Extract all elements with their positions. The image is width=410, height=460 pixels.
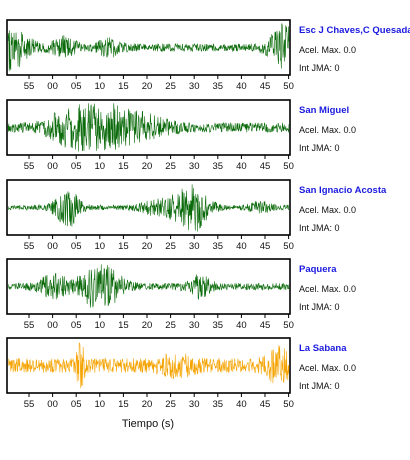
x-tick-label: 10 xyxy=(95,161,106,172)
x-tick-label: 50 xyxy=(283,399,294,410)
station-name: Esc J Chaves,C Quesada xyxy=(299,25,410,36)
x-tick-label: 10 xyxy=(95,399,106,410)
x-tick-label: 15 xyxy=(118,320,129,331)
x-tick-label: 45 xyxy=(260,320,271,331)
x-tick-label: 05 xyxy=(71,161,82,172)
max-accel-readout: Acel. Max. 0.0 xyxy=(299,284,356,294)
x-tick-label: 35 xyxy=(213,320,224,331)
x-tick-label: 30 xyxy=(189,320,200,331)
x-tick-label: 40 xyxy=(236,320,247,331)
x-axis-label: Tiempo (s) xyxy=(122,418,174,430)
station-name: San Miguel xyxy=(299,105,349,116)
x-tick-label: 00 xyxy=(47,161,58,172)
x-tick-label: 40 xyxy=(236,241,247,252)
x-tick-label: 50 xyxy=(283,241,294,252)
waveform-trace xyxy=(7,342,290,389)
x-tick-label: 55 xyxy=(24,241,35,252)
x-tick-label: 40 xyxy=(236,399,247,410)
trace-frame xyxy=(6,99,291,156)
max-accel-readout: Acel. Max. 0.0 xyxy=(299,125,356,135)
x-tick-label: 40 xyxy=(236,161,247,172)
x-tick-label: 10 xyxy=(95,81,106,92)
max-accel-readout: Acel. Max. 0.0 xyxy=(299,205,356,215)
max-accel-readout: Acel. Max. 0.0 xyxy=(299,45,356,55)
x-tick-label: 20 xyxy=(142,241,153,252)
trace-frame xyxy=(6,337,291,394)
x-tick-label: 15 xyxy=(118,399,129,410)
station-name: La Sabana xyxy=(299,343,347,354)
jma-intensity-readout: Int JMA: 0 xyxy=(299,223,340,233)
x-tick-label: 45 xyxy=(260,241,271,252)
station-panel-2: 55 00 05 10 15 20 25 30 35 40 45 50 San Ignacio Acos… xyxy=(6,179,387,252)
station-panel-3: 55 00 05 10 15 20 25 30 35 40 45 50 Paquera Acel. Max… xyxy=(6,258,356,331)
x-tick-label: 30 xyxy=(189,81,200,92)
x-tick-label: 25 xyxy=(165,81,176,92)
x-tick-label: 55 xyxy=(24,320,35,331)
x-tick-label: 00 xyxy=(47,81,58,92)
x-tick-label: 00 xyxy=(47,399,58,410)
x-tick-label: 30 xyxy=(189,161,200,172)
x-tick-label: 25 xyxy=(165,241,176,252)
jma-intensity-readout: Int JMA: 0 xyxy=(299,143,340,153)
waveform-trace xyxy=(7,184,290,232)
x-tick-label: 20 xyxy=(142,161,153,172)
x-tick-label: 15 xyxy=(118,241,129,252)
x-tick-label: 15 xyxy=(118,81,129,92)
x-tick-label: 55 xyxy=(24,81,35,92)
x-tick-label: 25 xyxy=(165,320,176,331)
x-tick-label: 55 xyxy=(24,161,35,172)
trace-frame xyxy=(6,19,291,76)
x-tick-label: 10 xyxy=(95,241,106,252)
station-panel-0: 55 00 05 10 15 20 25 30 35 40 45 50 Esc J Chaves,C Q… xyxy=(6,19,410,92)
waveform-trace xyxy=(7,23,290,72)
x-tick-label: 00 xyxy=(47,241,58,252)
x-tick-label: 25 xyxy=(165,399,176,410)
jma-intensity-readout: Int JMA: 0 xyxy=(299,302,340,312)
station-panel-1: 55 00 05 10 15 20 25 30 35 40 45 50 San Miguel Acel. … xyxy=(6,99,356,172)
jma-intensity-readout: Int JMA: 0 xyxy=(299,63,340,73)
x-tick-label: 35 xyxy=(213,399,224,410)
x-tick-label: 35 xyxy=(213,161,224,172)
station-name: San Ignacio Acosta xyxy=(299,185,387,196)
x-tick-label: 55 xyxy=(24,399,35,410)
x-tick-label: 10 xyxy=(95,320,106,331)
waveform-trace xyxy=(7,103,290,152)
x-tick-label: 30 xyxy=(189,241,200,252)
x-tick-label: 45 xyxy=(260,161,271,172)
station-panel-4: 55 00 05 10 15 20 25 30 35 40 45 50 La Sabana Acel. M… xyxy=(6,337,356,410)
x-tick-label: 20 xyxy=(142,399,153,410)
x-tick-label: 20 xyxy=(142,320,153,331)
x-tick-label: 50 xyxy=(283,320,294,331)
x-tick-label: 30 xyxy=(189,399,200,410)
waveform-trace xyxy=(7,264,290,308)
max-accel-readout: Acel. Max. 0.0 xyxy=(299,363,356,373)
x-tick-label: 45 xyxy=(260,81,271,92)
trace-frame xyxy=(6,258,291,315)
jma-intensity-readout: Int JMA: 0 xyxy=(299,381,340,391)
x-tick-label: 05 xyxy=(71,320,82,331)
x-tick-label: 45 xyxy=(260,399,271,410)
x-tick-label: 50 xyxy=(283,161,294,172)
x-tick-label: 00 xyxy=(47,320,58,331)
x-tick-label: 40 xyxy=(236,81,247,92)
x-tick-label: 05 xyxy=(71,399,82,410)
x-tick-label: 25 xyxy=(165,161,176,172)
x-tick-label: 05 xyxy=(71,241,82,252)
station-name: Paquera xyxy=(299,264,337,275)
x-tick-label: 35 xyxy=(213,241,224,252)
x-tick-label: 05 xyxy=(71,81,82,92)
x-tick-label: 15 xyxy=(118,161,129,172)
trace-frame xyxy=(6,179,291,236)
x-tick-label: 35 xyxy=(213,81,224,92)
x-tick-label: 20 xyxy=(142,81,153,92)
x-tick-label: 50 xyxy=(283,81,294,92)
